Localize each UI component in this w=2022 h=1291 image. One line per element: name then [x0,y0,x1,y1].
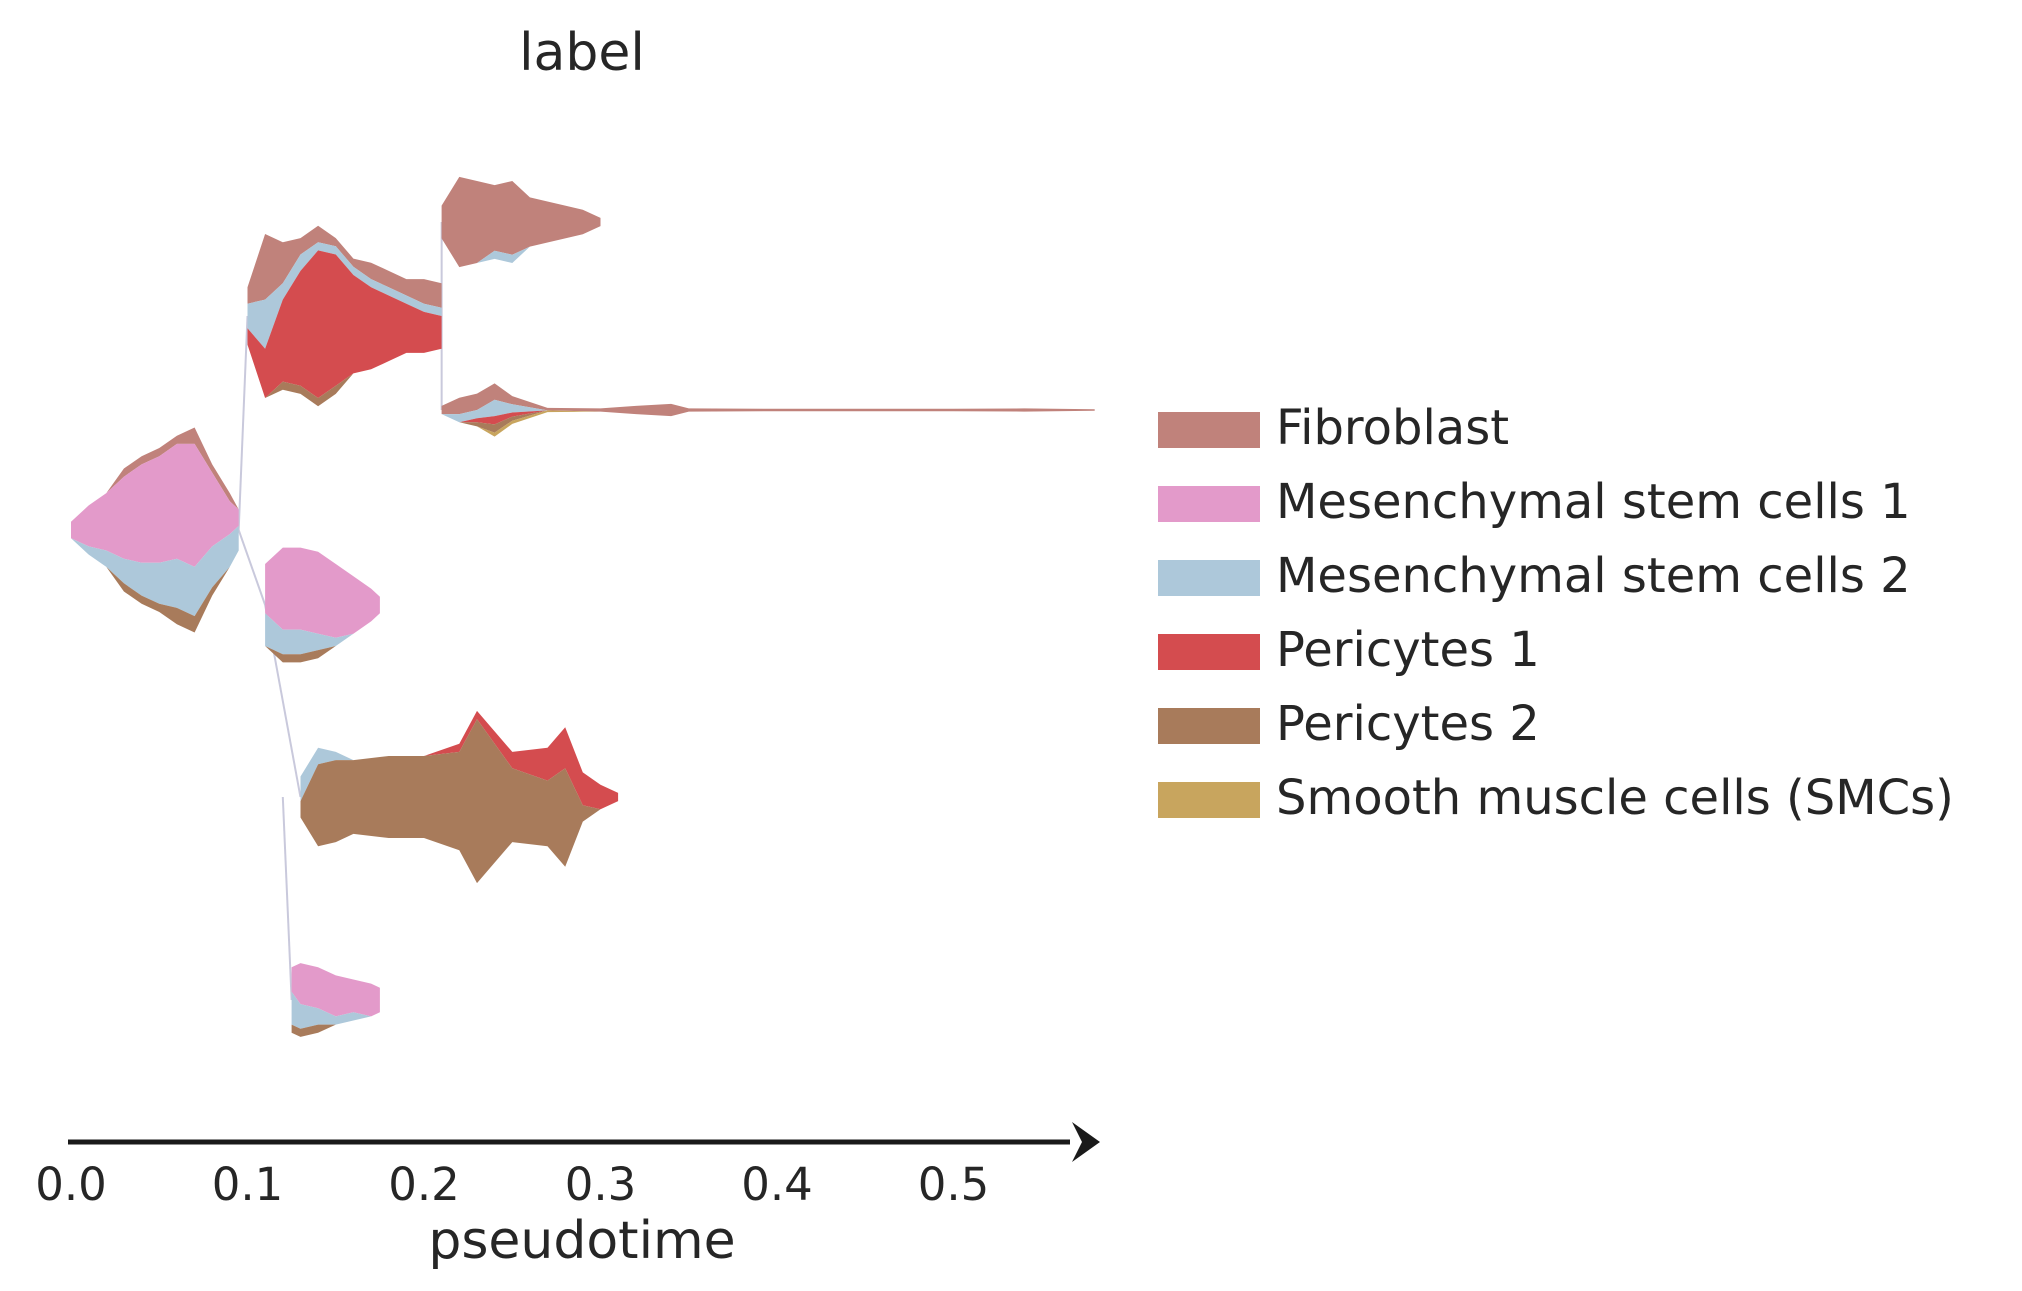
legend-label: Pericytes 2 [1276,696,1540,752]
branch-lower-msc1 [265,547,380,663]
legend-label: Mesenchymal stem cells 1 [1276,474,1911,530]
branch-upper-fibroblast [441,176,601,268]
legend-swatch [1158,782,1260,818]
branch-root [71,427,239,633]
branch-connector-3 [281,796,293,1001]
branch-lower-msc1-b [291,963,380,1037]
branch-upper [247,225,442,407]
stream-root-mesenchymal-stem-cells-1 [71,443,239,567]
x-axis-label: pseudotime [428,1211,735,1271]
branch-upper-long [441,383,1095,437]
legend-label: Fibroblast [1276,400,1509,456]
legend-label: Mesenchymal stem cells 2 [1276,548,1911,604]
stream-upper-fibroblast [247,225,442,308]
x-axis: 0.0 0.1 0.2 0.3 0.4 0.5 [35,1122,1100,1211]
branch-connector-1 [237,529,267,606]
branch-connector-0 [237,315,249,531]
stream-lower-msc1-mesenchymal-stem-cells-2 [265,613,380,655]
x-tick-label: 0.4 [741,1158,813,1211]
x-axis-arrow [1072,1122,1100,1162]
stream-lower-msc1-b-pericytes-2 [291,1012,380,1037]
stream-upper-mesenchymal-stem-cells-2 [247,242,442,349]
stream-lower-pericytes-pericytes-2 [300,719,619,884]
legend-label: Smooth muscle cells (SMCs) [1276,770,1954,826]
stream-lower-msc1-pericytes-2 [265,613,380,663]
x-tick-label: 0.2 [388,1158,460,1211]
legend-swatch [1158,634,1260,670]
branch-lower-pericytes [300,710,619,884]
chart-title: label [519,23,645,83]
legend-swatch [1158,412,1260,448]
stream-upper-pericytes-2 [247,344,442,407]
x-tick-label: 0.1 [212,1158,284,1211]
stream-lower-msc1-mesenchymal-stem-cells-1 [265,547,380,638]
stream-root-mesenchymal-stem-cells-2 [71,525,239,617]
stream-lower-pericytes-pericytes-1 [300,710,619,810]
legend-swatch [1158,486,1260,522]
stream-area [71,176,1095,1037]
legend-swatch [1158,560,1260,596]
x-tick-label: 0.0 [35,1158,107,1211]
stream-lower-msc1-b-mesenchymal-stem-cells-1 [291,963,380,1017]
stream-upper-fibroblast-fibroblast [441,176,601,268]
stream-upper-long-smooth-muscle-cells-smcs [441,410,1095,437]
legend-swatch [1158,708,1260,744]
x-tick-label: 0.5 [918,1158,990,1211]
stream-upper-pericytes-1 [247,250,442,398]
stream-lower-msc1-b-mesenchymal-stem-cells-2 [291,991,380,1029]
x-tick-label: 0.3 [565,1158,637,1211]
legend-label: Pericytes 1 [1276,622,1540,678]
legend: Fibroblast Mesenchymal stem cells 1 Mesenc… [1158,400,1954,826]
stream-upper-long-fibroblast [441,383,1095,417]
